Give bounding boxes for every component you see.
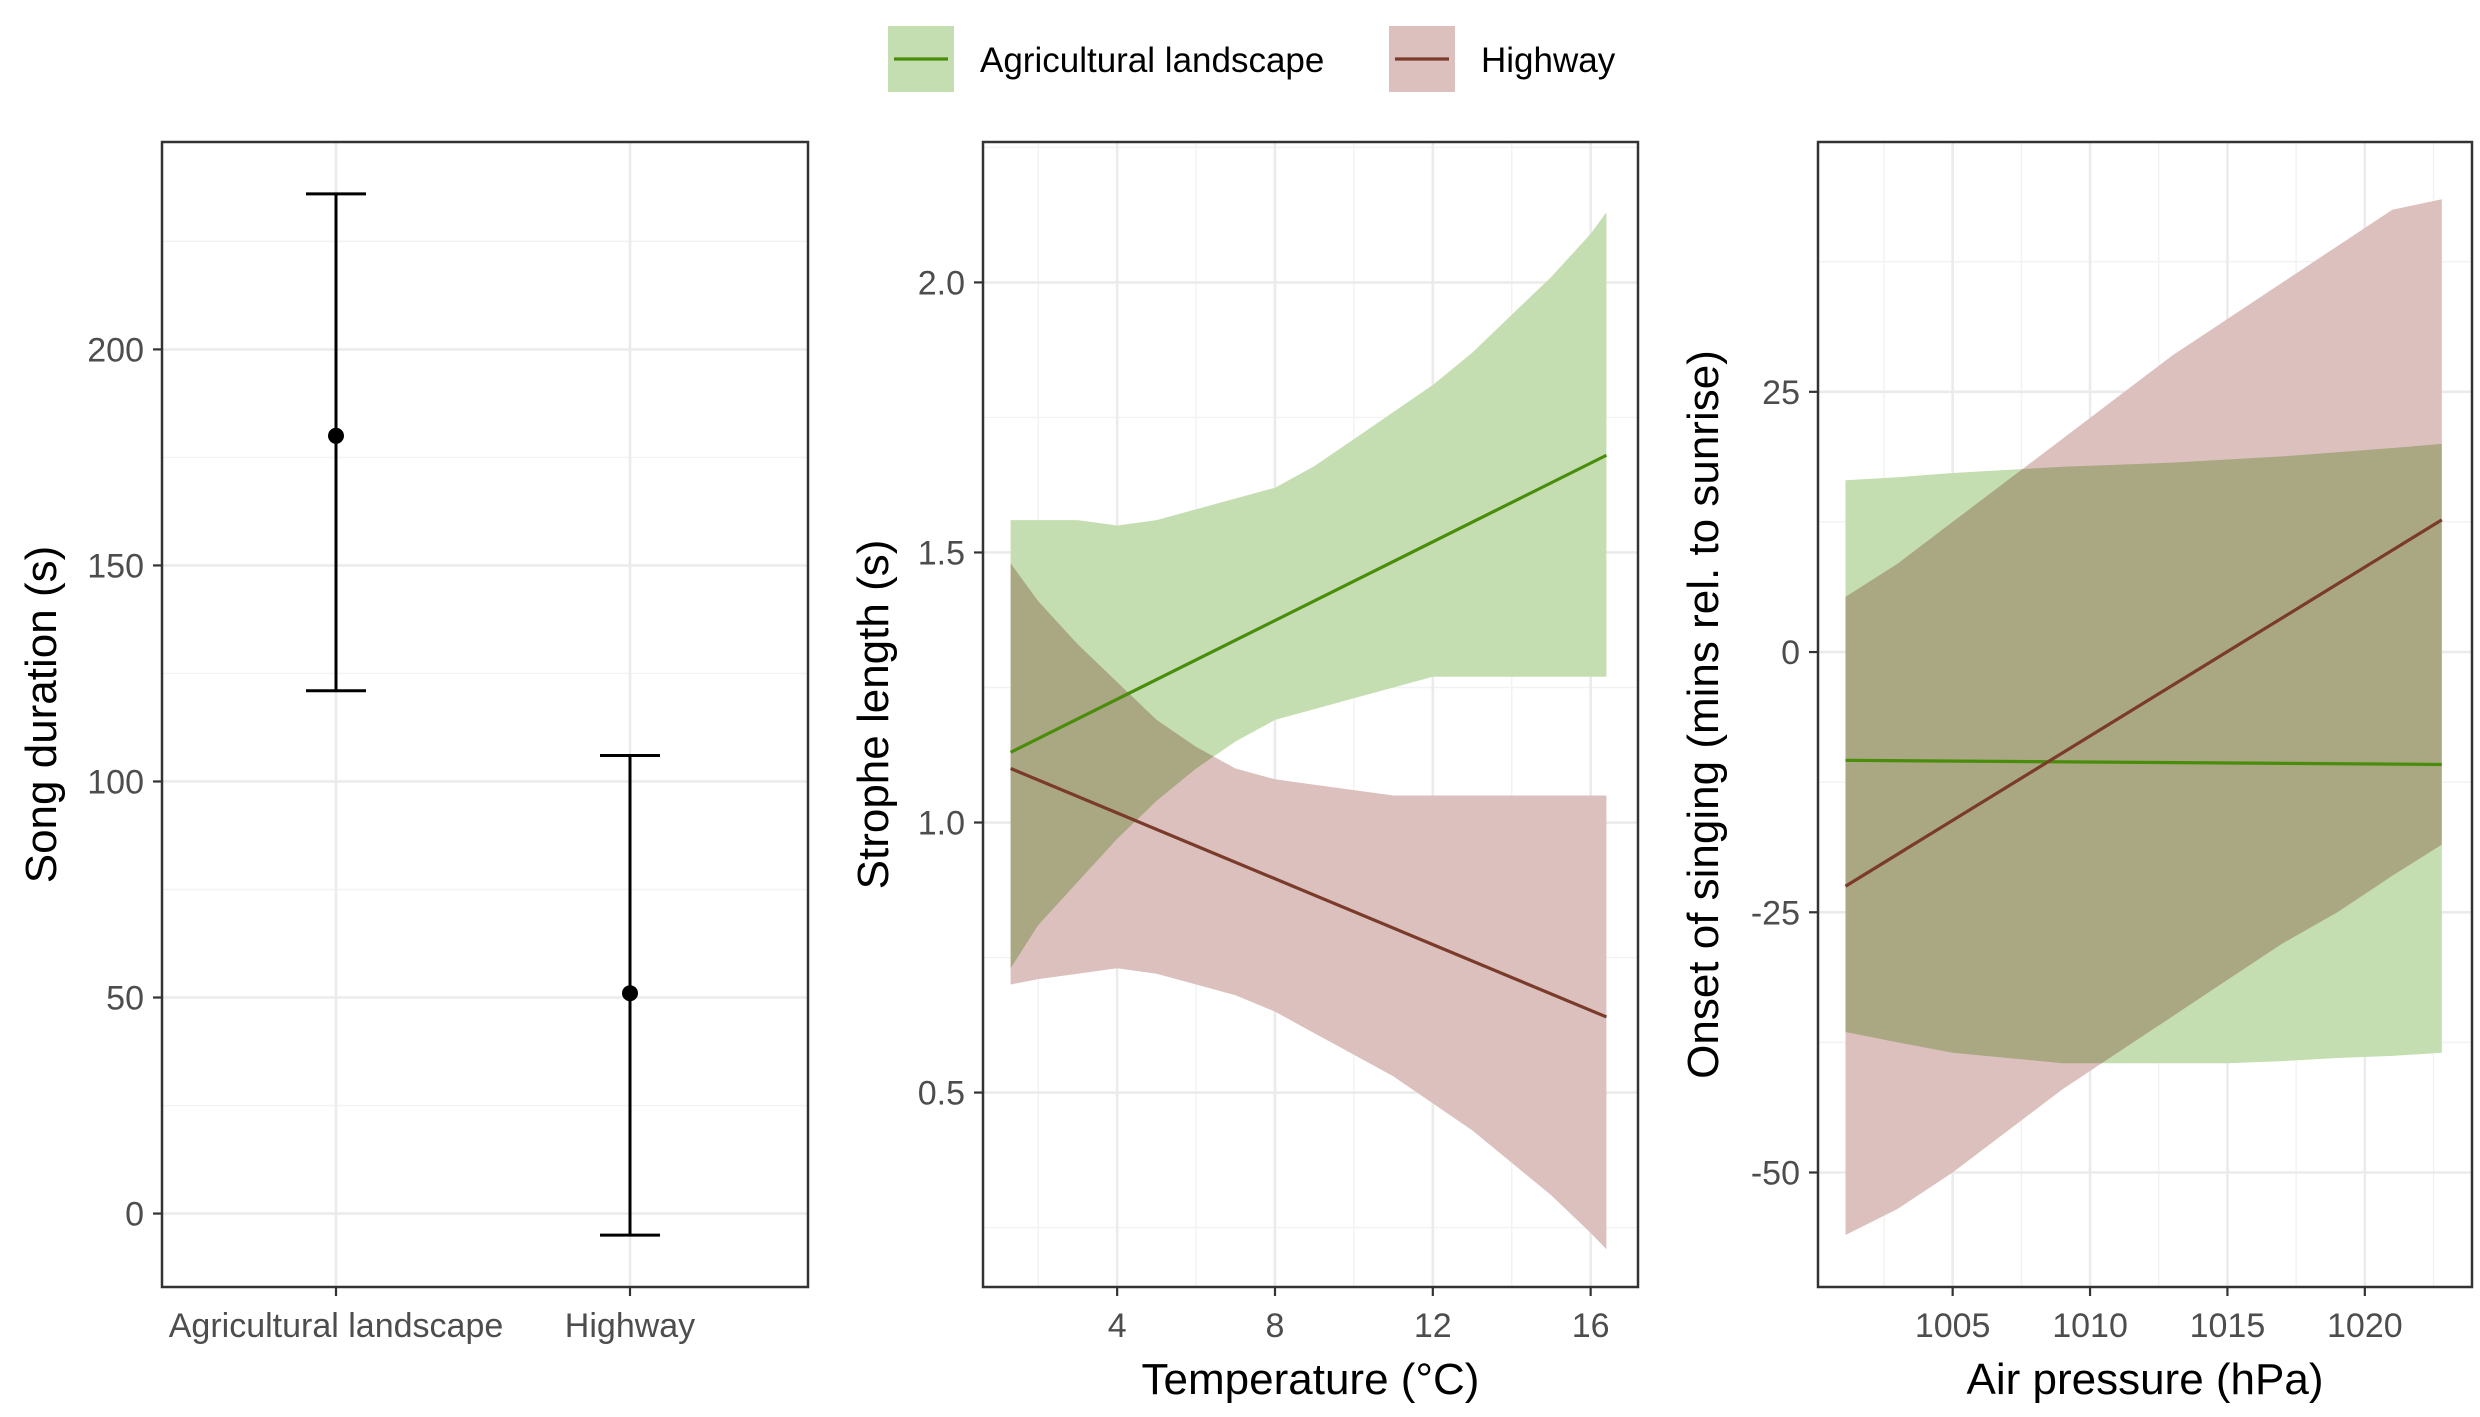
x-axis-title: Air pressure (hPa) <box>1966 1355 2323 1404</box>
confidence-band-highway <box>1845 199 2442 1235</box>
errorbar-highway <box>600 754 660 1237</box>
y-tick-label: 1.5 <box>918 534 965 572</box>
x-tick-label: 1010 <box>2052 1307 2128 1345</box>
x-tick-label: 16 <box>1572 1307 1610 1345</box>
ribbons <box>1845 199 2442 1235</box>
x-tick-label: 1005 <box>1915 1307 1991 1345</box>
y-tick-label: -25 <box>1751 894 1800 932</box>
confidence-band-highway <box>1010 563 1607 1250</box>
y-tick-label: 50 <box>106 980 144 1018</box>
x-axis-title: Temperature (°C) <box>1142 1355 1480 1404</box>
y-tick-label: 100 <box>87 763 144 801</box>
trend-line-highway <box>1844 518 2443 888</box>
trend-line-agricultural <box>1845 758 2442 767</box>
song-duration-panel: 0 50 100 150 200 Agricultural landscape Highwa… <box>17 140 810 1345</box>
legend-key-highway <box>1389 26 1455 92</box>
y-tick-label: 200 <box>87 331 144 369</box>
legend: Agricultural landscape Highway <box>888 26 1616 92</box>
x-tick-label: 4 <box>1108 1307 1127 1345</box>
strophe-length-panel: 0.5 1.0 1.5 2.0 4 8 12 16 Temperature (°C) Stroph… <box>849 140 1640 1404</box>
mean-point <box>622 985 638 1002</box>
legend-label-highway: Highway <box>1481 41 1616 80</box>
x-tick-label: 8 <box>1266 1307 1285 1345</box>
x-tick-label: Highway <box>565 1307 695 1345</box>
x-tick-label: 1015 <box>2190 1307 2266 1345</box>
mean-point <box>328 427 344 444</box>
x-tick-label: 12 <box>1414 1307 1452 1345</box>
y-tick-label: 0 <box>125 1196 144 1234</box>
y-axis-title: Onset of singing (mins rel. to sunrise) <box>1679 350 1728 1079</box>
panel-border <box>160 140 810 1289</box>
x-tick-label: 1020 <box>2327 1307 2403 1345</box>
y-tick-label: 25 <box>1762 374 1800 412</box>
y-tick-label: 0 <box>1781 634 1800 672</box>
y-tick-label: 150 <box>87 547 144 585</box>
y-tick-label: -50 <box>1751 1155 1800 1193</box>
panel-background <box>162 142 808 1287</box>
errorbar-agricultural <box>306 192 366 693</box>
y-axis-title: Strophe length (s) <box>849 540 898 890</box>
y-tick-label: 1.0 <box>918 805 965 843</box>
ribbons <box>1010 212 1607 1250</box>
panel-border <box>1816 140 2474 1289</box>
legend-label-agricultural: Agricultural landscape <box>980 41 1324 80</box>
x-tick-label: Agricultural landscape <box>169 1307 504 1345</box>
panel-border <box>981 140 1640 1289</box>
legend-key-agricultural <box>888 26 954 92</box>
trend-line-highway <box>1010 767 1608 1019</box>
y-tick-label: 0.5 <box>918 1075 965 1113</box>
y-axis-title: Song duration (s) <box>17 546 66 884</box>
y-tick-label: 2.0 <box>918 264 965 302</box>
trend-line-agricultural <box>1009 453 1608 754</box>
